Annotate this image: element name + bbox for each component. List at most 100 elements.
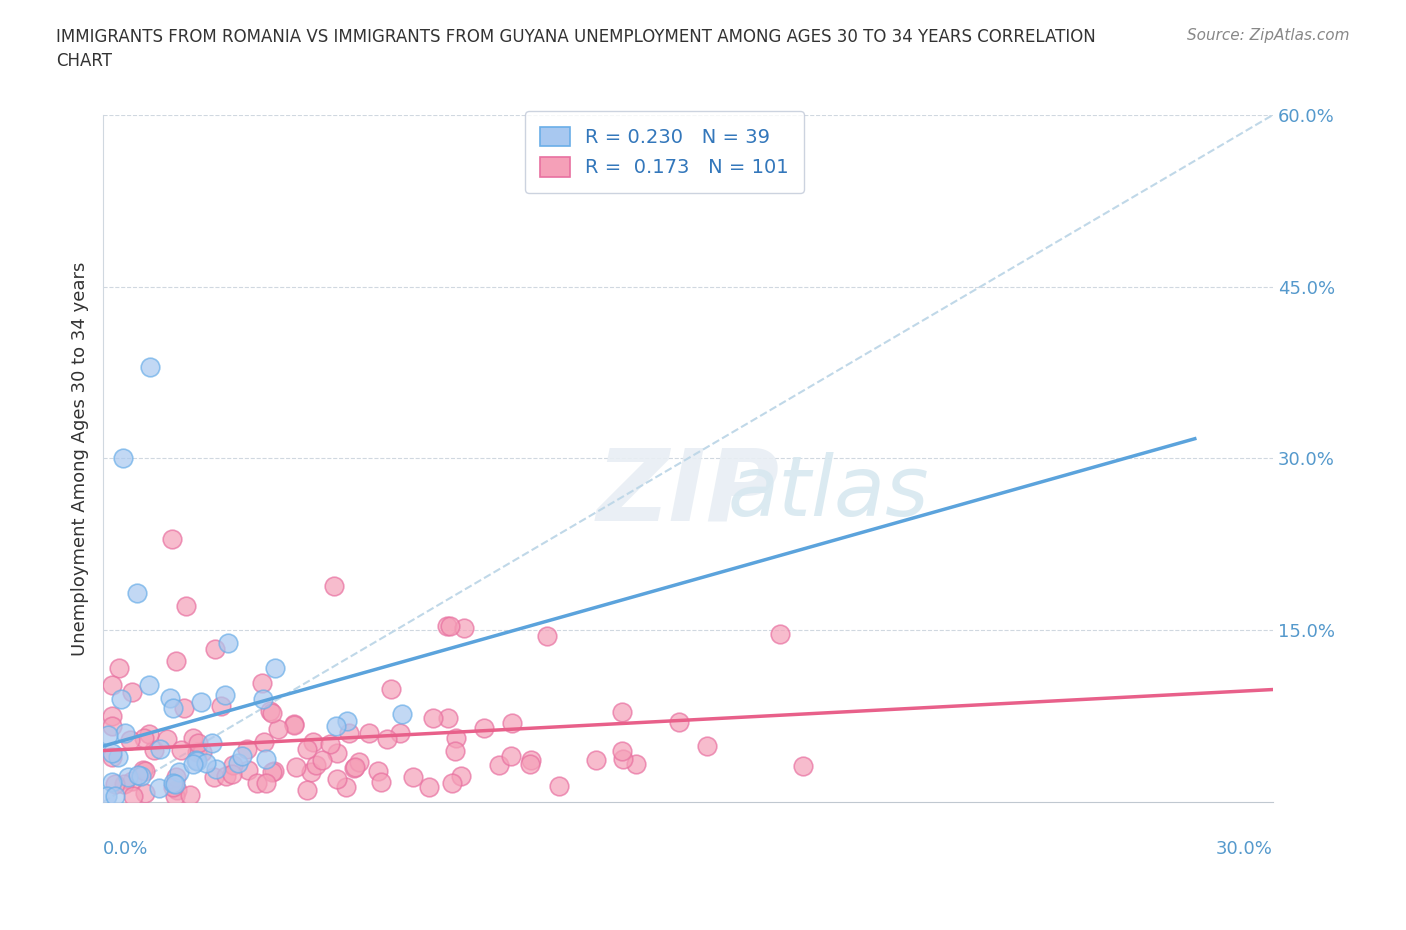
Point xyxy=(439,618,461,633)
Point xyxy=(205,762,228,777)
Point xyxy=(181,757,204,772)
Point xyxy=(121,774,143,789)
Point xyxy=(325,746,347,761)
Point xyxy=(201,736,224,751)
Point xyxy=(259,703,281,718)
Point xyxy=(194,755,217,770)
Point xyxy=(254,751,277,766)
Point xyxy=(101,750,124,764)
Point xyxy=(367,764,389,778)
Text: 0.0%: 0.0% xyxy=(103,840,149,857)
Point xyxy=(335,780,357,795)
Point xyxy=(501,749,523,764)
Point xyxy=(191,744,214,759)
Point xyxy=(101,719,124,734)
Point xyxy=(226,755,249,770)
Point xyxy=(283,716,305,731)
Point xyxy=(122,789,145,804)
Point xyxy=(204,642,226,657)
Point xyxy=(169,764,191,779)
Point xyxy=(149,741,172,756)
Point xyxy=(519,757,541,772)
Point xyxy=(221,767,243,782)
Point xyxy=(114,725,136,740)
Point xyxy=(626,756,648,771)
Point xyxy=(117,769,139,784)
Point xyxy=(125,586,148,601)
Point xyxy=(370,775,392,790)
Point xyxy=(138,678,160,693)
Point xyxy=(295,742,318,757)
Point xyxy=(159,691,181,706)
Point xyxy=(236,741,259,756)
Point xyxy=(204,769,226,784)
Point xyxy=(101,775,124,790)
Point xyxy=(283,718,305,733)
Point xyxy=(245,776,267,790)
Point xyxy=(444,731,467,746)
Point xyxy=(139,359,162,374)
Point xyxy=(111,451,134,466)
Point xyxy=(359,726,381,741)
Point xyxy=(162,700,184,715)
Point xyxy=(186,754,208,769)
Text: Source: ZipAtlas.com: Source: ZipAtlas.com xyxy=(1187,28,1350,43)
Point xyxy=(402,769,425,784)
Point xyxy=(520,753,543,768)
Point xyxy=(179,788,201,803)
Point xyxy=(380,682,402,697)
Point xyxy=(252,692,274,707)
Point xyxy=(302,735,325,750)
Point xyxy=(134,785,156,800)
Point xyxy=(610,704,633,719)
Point xyxy=(450,769,472,784)
Point xyxy=(585,753,607,768)
Point xyxy=(297,782,319,797)
Point xyxy=(134,764,156,779)
Point xyxy=(299,765,322,780)
Point xyxy=(285,760,308,775)
Point xyxy=(173,700,195,715)
Point xyxy=(165,770,187,785)
Point xyxy=(214,688,236,703)
Point xyxy=(186,745,208,760)
Text: 30.0%: 30.0% xyxy=(1216,840,1272,857)
Point xyxy=(254,776,277,790)
Point xyxy=(104,789,127,804)
Point xyxy=(181,730,204,745)
Point xyxy=(176,598,198,613)
Point xyxy=(118,733,141,748)
Point xyxy=(132,763,155,777)
Point xyxy=(322,578,344,593)
Point xyxy=(792,758,814,773)
Point xyxy=(347,755,370,770)
Point xyxy=(325,772,347,787)
Point xyxy=(110,692,132,707)
Point xyxy=(336,714,359,729)
Point xyxy=(142,743,165,758)
Point xyxy=(418,779,440,794)
Text: ZIP: ZIP xyxy=(596,445,779,541)
Point xyxy=(96,789,118,804)
Y-axis label: Unemployment Among Ages 30 to 34 years: Unemployment Among Ages 30 to 34 years xyxy=(72,261,89,656)
Point xyxy=(170,742,193,757)
Point xyxy=(267,722,290,737)
Point xyxy=(696,738,718,753)
Point xyxy=(344,759,367,774)
Point xyxy=(156,732,179,747)
Point xyxy=(112,777,135,791)
Point xyxy=(311,752,333,767)
Point xyxy=(472,721,495,736)
Point xyxy=(343,761,366,776)
Legend: R = 0.230   N = 39, R =  0.173   N = 101: R = 0.230 N = 39, R = 0.173 N = 101 xyxy=(524,111,804,193)
Point xyxy=(163,789,186,804)
Point xyxy=(441,776,464,790)
Point xyxy=(138,726,160,741)
Point xyxy=(100,677,122,692)
Point xyxy=(612,751,634,766)
Point xyxy=(436,618,458,633)
Point xyxy=(444,743,467,758)
Point xyxy=(305,758,328,773)
Point xyxy=(190,695,212,710)
Point xyxy=(536,629,558,644)
